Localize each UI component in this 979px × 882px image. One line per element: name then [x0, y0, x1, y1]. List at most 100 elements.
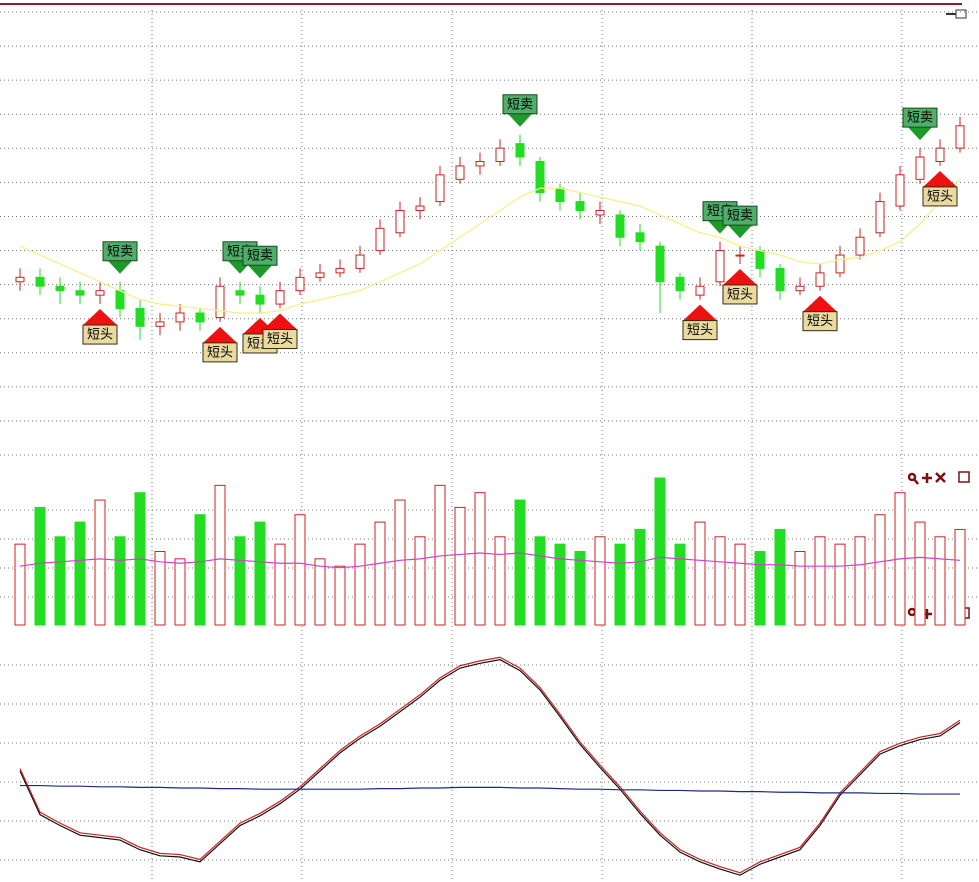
signal-label: 短头 — [207, 345, 233, 360]
volume-bar — [314, 558, 326, 626]
volume-bar — [874, 514, 886, 626]
sell-arrow — [107, 259, 133, 274]
signal-buy: 短头 — [682, 304, 718, 341]
volume-bar — [674, 543, 686, 626]
candle-body — [155, 321, 165, 327]
signal-buy: 短头 — [82, 309, 118, 345]
candle-body — [275, 290, 285, 305]
volume-bar — [574, 551, 586, 626]
zoom-icon — [907, 472, 917, 482]
volume-bar — [694, 521, 706, 626]
candle-body — [855, 236, 865, 256]
volume-bar — [174, 558, 186, 626]
candle-body — [635, 232, 645, 243]
candle-body — [555, 187, 565, 203]
volume-bar — [354, 543, 366, 626]
pane-tools[interactable] — [907, 471, 970, 485]
volume-bar — [74, 521, 86, 626]
volume-bar — [374, 521, 386, 626]
volume-bar — [614, 543, 626, 626]
volume-bar — [654, 477, 666, 626]
zoom-icon — [907, 607, 917, 617]
candle-body — [775, 267, 785, 292]
candle-body — [575, 201, 585, 211]
signal-buy: 短头 — [262, 313, 298, 350]
candle-body — [435, 174, 445, 203]
candle-body — [815, 272, 825, 287]
candle-body — [515, 143, 525, 158]
candle-body — [535, 160, 545, 194]
buy-box — [922, 186, 958, 207]
candle-body — [615, 214, 625, 238]
volume-bar — [494, 536, 506, 626]
volume-bar — [714, 536, 726, 626]
volume-average — [19, 552, 961, 569]
pin-icon[interactable] — [946, 9, 967, 19]
candle-body — [655, 245, 665, 283]
buy-arrow — [83, 309, 117, 326]
volume-bar — [474, 492, 486, 626]
candle-body — [595, 209, 605, 216]
candle-body — [395, 209, 405, 234]
candle-body — [795, 285, 805, 292]
buy-box — [802, 311, 838, 332]
signal-label: 短头 — [727, 287, 753, 302]
volume-bar — [394, 499, 406, 626]
candle-body — [35, 276, 45, 287]
signal-label: 短头 — [807, 314, 833, 329]
candle-body — [915, 156, 925, 180]
candle-body — [875, 201, 885, 234]
sell-arrow — [907, 126, 933, 141]
volume-bar — [534, 536, 546, 626]
volume-bar — [794, 551, 806, 626]
buy-box — [262, 329, 298, 350]
candle-body — [355, 254, 365, 269]
signal-label: 短卖 — [107, 244, 133, 259]
volume-bar — [154, 551, 166, 626]
max-icon — [958, 471, 970, 483]
volume-bar — [754, 551, 766, 626]
signal-label: 短卖 — [507, 97, 533, 112]
signal-sell: 短卖 — [242, 245, 278, 279]
candle-body — [735, 254, 745, 257]
candle-body — [475, 160, 485, 167]
candle-body — [315, 272, 325, 278]
volume-bar — [854, 536, 866, 626]
candle-body — [835, 254, 845, 274]
candle-body — [235, 290, 245, 296]
volume-bar — [234, 536, 246, 626]
volume-bar — [114, 536, 126, 626]
signal-label: 短头 — [267, 332, 293, 347]
buy-arrow — [203, 326, 237, 343]
candle-body — [415, 205, 425, 211]
sell-box — [102, 241, 138, 262]
signal-buy: 短头 — [722, 268, 758, 305]
buy-box — [202, 342, 238, 363]
volume-bar — [554, 543, 566, 626]
candle-body — [695, 285, 705, 296]
candle-body — [715, 250, 725, 283]
volume-bar — [594, 536, 606, 626]
close-icon — [935, 472, 946, 483]
volume-bar — [414, 536, 426, 626]
candle-body — [935, 147, 945, 162]
signal-sell: 短卖 — [902, 107, 938, 141]
pin-head — [955, 9, 967, 19]
volume-bar — [934, 536, 946, 626]
plus-icon — [922, 473, 932, 483]
volume-bar — [34, 506, 46, 626]
volume-bar — [954, 528, 966, 626]
candle-body — [115, 290, 125, 310]
signal-label: 短卖 — [907, 111, 933, 126]
volume-bar — [514, 499, 526, 626]
candle-body — [15, 276, 25, 283]
candle-body — [455, 165, 465, 180]
candle-body — [755, 250, 765, 269]
indicator-line — [20, 784, 960, 795]
sell-box — [502, 94, 538, 115]
buy-arrow — [263, 313, 297, 330]
volume-bar — [194, 514, 206, 626]
indicator-line — [19, 656, 961, 874]
sell-box — [242, 245, 278, 266]
buy-arrow — [803, 295, 837, 312]
